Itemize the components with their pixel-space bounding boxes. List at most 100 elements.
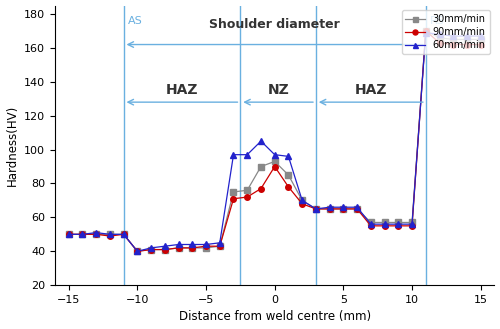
- 30mm/min: [299, 198, 305, 202]
- 60mm/min: [258, 139, 264, 143]
- 30mm/min: [382, 220, 388, 224]
- 90mm/min: [272, 164, 278, 168]
- Text: Shoulder diameter: Shoulder diameter: [210, 18, 340, 31]
- 90mm/min: [244, 195, 250, 199]
- 30mm/min: [368, 220, 374, 224]
- 30mm/min: [203, 246, 209, 250]
- 90mm/min: [409, 224, 415, 228]
- 60mm/min: [272, 153, 278, 157]
- 30mm/min: [313, 207, 319, 211]
- 30mm/min: [436, 36, 442, 40]
- 30mm/min: [176, 246, 182, 250]
- 60mm/min: [107, 232, 113, 236]
- 30mm/min: [107, 232, 113, 236]
- 60mm/min: [148, 246, 154, 250]
- 90mm/min: [258, 187, 264, 190]
- 90mm/min: [354, 207, 360, 211]
- Line: 30mm/min: 30mm/min: [66, 28, 484, 254]
- 60mm/min: [230, 153, 236, 157]
- 90mm/min: [340, 207, 346, 211]
- 60mm/min: [217, 241, 223, 245]
- 90mm/min: [464, 42, 470, 46]
- 60mm/min: [93, 231, 99, 235]
- 60mm/min: [286, 154, 292, 158]
- 30mm/min: [120, 232, 126, 236]
- 90mm/min: [478, 42, 484, 46]
- 90mm/min: [436, 41, 442, 45]
- Y-axis label: Hardness(HV): Hardness(HV): [6, 105, 18, 186]
- 30mm/min: [244, 188, 250, 192]
- 90mm/min: [450, 42, 456, 46]
- Text: AS: AS: [128, 16, 142, 26]
- 90mm/min: [190, 246, 196, 250]
- 60mm/min: [299, 198, 305, 202]
- 90mm/min: [382, 224, 388, 228]
- Text: HAZ: HAZ: [354, 83, 387, 97]
- 60mm/min: [80, 232, 86, 236]
- 90mm/min: [423, 29, 429, 33]
- 90mm/min: [286, 185, 292, 189]
- 30mm/min: [190, 246, 196, 250]
- 90mm/min: [368, 224, 374, 228]
- 60mm/min: [120, 232, 126, 236]
- 60mm/min: [326, 205, 332, 209]
- Line: 90mm/min: 90mm/min: [66, 28, 484, 254]
- 60mm/min: [340, 205, 346, 209]
- 30mm/min: [272, 160, 278, 164]
- 90mm/min: [93, 232, 99, 236]
- 60mm/min: [368, 222, 374, 226]
- 30mm/min: [66, 232, 71, 236]
- 30mm/min: [148, 248, 154, 252]
- 60mm/min: [396, 222, 402, 226]
- 90mm/min: [176, 246, 182, 250]
- 60mm/min: [423, 31, 429, 35]
- 30mm/min: [340, 207, 346, 211]
- Text: HAZ: HAZ: [166, 83, 198, 97]
- 90mm/min: [66, 232, 71, 236]
- 60mm/min: [409, 222, 415, 226]
- 90mm/min: [148, 248, 154, 252]
- 90mm/min: [326, 207, 332, 211]
- 90mm/min: [299, 202, 305, 206]
- 60mm/min: [244, 153, 250, 157]
- 30mm/min: [464, 38, 470, 41]
- 30mm/min: [217, 244, 223, 248]
- 30mm/min: [354, 207, 360, 211]
- 60mm/min: [190, 242, 196, 246]
- 60mm/min: [450, 34, 456, 38]
- 60mm/min: [354, 205, 360, 209]
- 60mm/min: [134, 249, 140, 253]
- 30mm/min: [93, 232, 99, 236]
- 90mm/min: [134, 249, 140, 253]
- 60mm/min: [436, 32, 442, 36]
- 30mm/min: [134, 249, 140, 253]
- 30mm/min: [423, 29, 429, 33]
- 60mm/min: [66, 232, 71, 236]
- 60mm/min: [313, 207, 319, 211]
- 60mm/min: [478, 34, 484, 38]
- 30mm/min: [80, 232, 86, 236]
- 30mm/min: [162, 248, 168, 252]
- 90mm/min: [80, 232, 86, 236]
- 30mm/min: [326, 207, 332, 211]
- 90mm/min: [313, 207, 319, 211]
- 60mm/min: [203, 242, 209, 246]
- 60mm/min: [464, 34, 470, 38]
- 90mm/min: [107, 234, 113, 238]
- 30mm/min: [230, 190, 236, 194]
- 90mm/min: [217, 244, 223, 248]
- 90mm/min: [230, 197, 236, 201]
- 90mm/min: [396, 224, 402, 228]
- 90mm/min: [203, 244, 209, 248]
- 90mm/min: [120, 232, 126, 236]
- 30mm/min: [286, 173, 292, 177]
- 30mm/min: [409, 220, 415, 224]
- 60mm/min: [162, 244, 168, 248]
- Text: NZ: NZ: [268, 83, 289, 97]
- X-axis label: Distance from weld centre (mm): Distance from weld centre (mm): [178, 311, 371, 323]
- Line: 60mm/min: 60mm/min: [66, 30, 484, 254]
- 90mm/min: [162, 248, 168, 252]
- 60mm/min: [382, 222, 388, 226]
- 30mm/min: [478, 38, 484, 41]
- 30mm/min: [258, 164, 264, 168]
